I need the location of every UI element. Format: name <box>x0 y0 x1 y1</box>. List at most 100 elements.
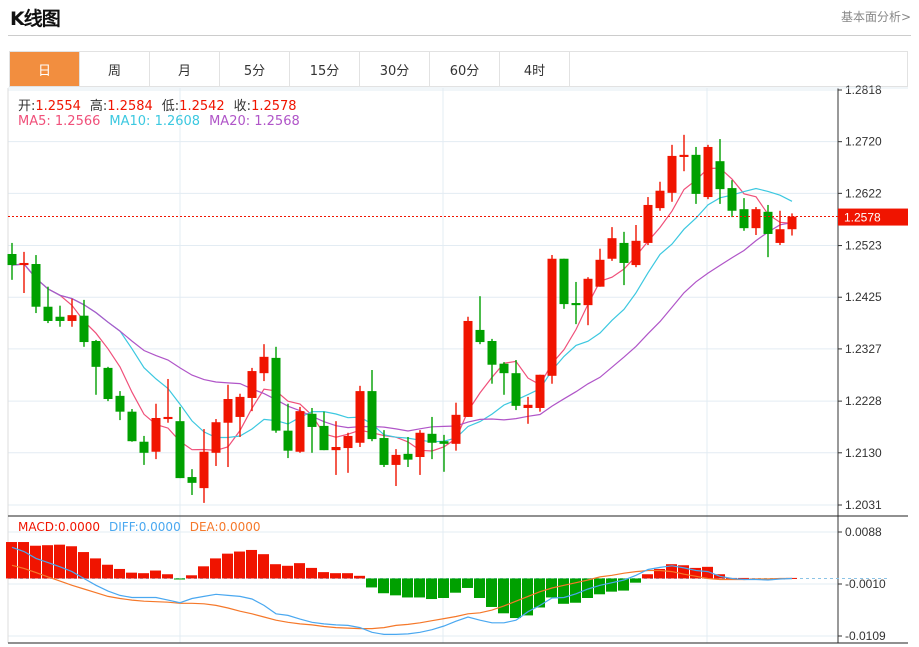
candle-body <box>367 391 377 440</box>
candle-body <box>727 188 737 211</box>
macd-bar <box>498 578 509 614</box>
tab-5min[interactable]: 5分 <box>220 52 290 86</box>
candle-body <box>583 278 593 306</box>
close-label: 收: <box>233 99 252 114</box>
candle-body <box>487 341 497 365</box>
tab-4hour[interactable]: 4时 <box>500 52 570 86</box>
ma5-line <box>11 167 793 452</box>
candle-body <box>451 414 461 444</box>
open-label: 开: <box>18 99 36 114</box>
candle-body <box>655 190 665 209</box>
tab-30min[interactable]: 30分 <box>360 52 430 86</box>
price-tick-label: 1.2523 <box>845 239 882 253</box>
candle-body <box>91 341 101 367</box>
candle-body <box>127 411 137 442</box>
candle <box>31 255 41 314</box>
macd-bar <box>222 553 233 579</box>
candle <box>787 213 797 236</box>
close-value: 1.2578 <box>251 99 297 114</box>
candle <box>127 409 137 442</box>
macd-bar <box>486 578 497 607</box>
macd-bar <box>426 578 437 600</box>
candle-body <box>355 391 365 443</box>
macd-bar <box>678 565 689 579</box>
candle <box>583 277 593 326</box>
tab-week[interactable]: 周 <box>80 52 150 86</box>
macd-bar <box>258 554 269 579</box>
macd-bar <box>162 574 173 579</box>
macd-bar <box>198 566 209 579</box>
candle <box>415 430 425 475</box>
price-tick-label: 1.2720 <box>845 135 882 149</box>
candle <box>199 429 209 503</box>
macd-legend-macd: MACD:0.0000 <box>18 520 101 534</box>
ma5-label: MA5: <box>18 114 51 129</box>
macd-bar <box>294 563 305 579</box>
price-tick-label: 1.2327 <box>845 342 882 356</box>
candle-body <box>319 425 329 451</box>
macd-bar <box>66 546 77 579</box>
candle <box>391 449 401 487</box>
candle <box>475 296 485 345</box>
candle <box>223 384 233 468</box>
macd-bar <box>210 558 221 579</box>
fundamental-analysis-link[interactable]: 基本面分析> <box>840 10 911 24</box>
macd-bar <box>18 542 29 579</box>
candle <box>427 416 437 460</box>
price-tick-label: 1.2818 <box>845 83 882 97</box>
candle-body <box>547 258 557 376</box>
ma10-value: 1.2608 <box>154 114 201 129</box>
candle-body <box>415 432 425 458</box>
candle-body <box>775 229 785 243</box>
price-tick-label: 1.2130 <box>845 446 882 460</box>
macd-bar <box>462 578 473 588</box>
candle-body <box>619 242 629 263</box>
macd-tick-label: 0.0088 <box>845 525 882 539</box>
candle <box>775 210 785 246</box>
ma10-label: MA10: <box>109 114 151 129</box>
candle <box>91 339 101 395</box>
candle <box>667 144 677 202</box>
macd-bar <box>282 565 293 579</box>
candle-body <box>703 146 713 198</box>
candle <box>7 242 17 280</box>
macd-bar <box>582 578 593 598</box>
tab-60min[interactable]: 60分 <box>430 52 500 86</box>
candle <box>43 286 53 324</box>
candle-body <box>439 441 449 444</box>
candle-body <box>427 433 437 443</box>
macd-bar <box>318 572 329 579</box>
candle <box>739 198 749 231</box>
macd-bar <box>246 549 257 579</box>
macd-legend-diff: DIFF:0.0000 <box>109 520 181 534</box>
tab-month[interactable]: 月 <box>150 52 220 86</box>
candle <box>571 281 581 325</box>
candle <box>535 374 545 412</box>
candle-body <box>151 417 161 452</box>
candle <box>163 378 173 423</box>
tab-day[interactable]: 日 <box>10 52 80 86</box>
candle <box>523 396 533 424</box>
macd-bar <box>174 578 185 580</box>
candle <box>151 403 161 460</box>
macd-bar <box>690 567 701 579</box>
macd-bar <box>330 573 341 579</box>
macd-bar <box>366 578 377 588</box>
candle <box>727 180 737 218</box>
macd-bar <box>630 578 641 583</box>
candle <box>631 224 641 268</box>
candle-body <box>199 451 209 489</box>
macd-bar <box>90 558 101 579</box>
period-tabs: 日 周 月 5分 15分 30分 60分 4时 <box>9 51 908 87</box>
diff-line <box>11 546 793 636</box>
candle-body <box>523 404 533 408</box>
macd-bar <box>354 575 365 579</box>
candle-body <box>787 216 797 230</box>
candle <box>595 248 605 287</box>
candle-body <box>235 396 245 417</box>
candle <box>547 255 557 384</box>
macd-bar <box>306 567 317 579</box>
tab-15min[interactable]: 15分 <box>290 52 360 86</box>
candle-body <box>283 430 293 451</box>
